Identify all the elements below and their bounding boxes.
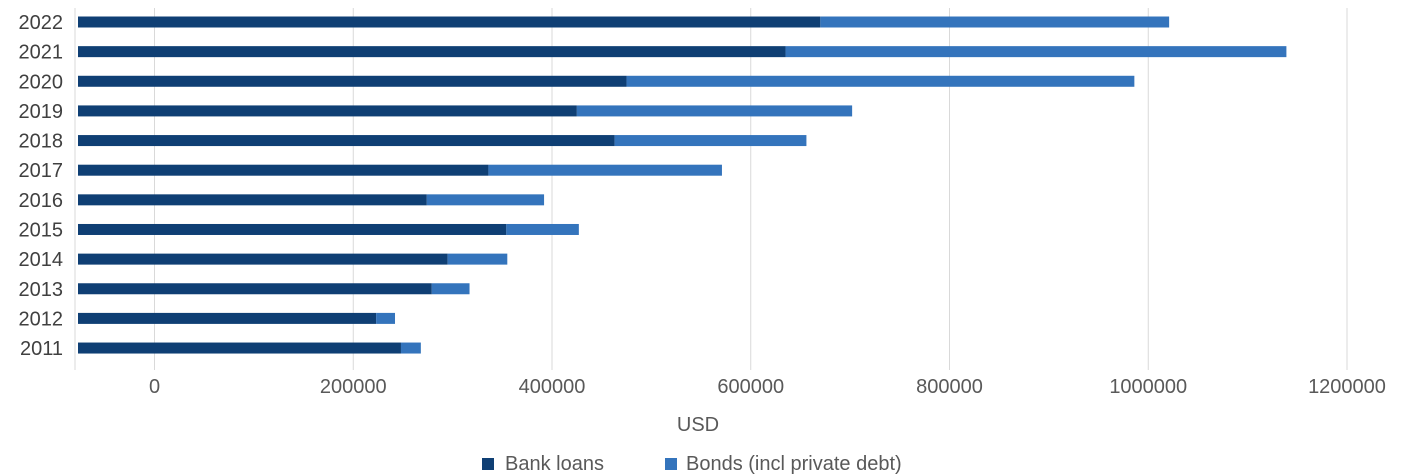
gridlines <box>74 8 1348 370</box>
bar-bonds-2013 <box>431 283 470 295</box>
x-tick-label: 1000000 <box>1109 376 1187 398</box>
bar-bank-loans-2016 <box>78 194 427 206</box>
bar-bank-loans-2012 <box>78 312 377 324</box>
category-label: 2022 <box>19 12 64 34</box>
category-label: 2012 <box>19 308 64 330</box>
x-tick-label: 400000 <box>519 376 586 398</box>
bar-bonds-2015 <box>506 223 579 235</box>
legend-swatch-bonds <box>665 458 677 470</box>
x-tick-label: 1200000 <box>1308 376 1386 398</box>
bar-bonds-2014 <box>447 253 508 265</box>
bar-bank-loans-2011 <box>78 342 401 354</box>
category-label: 2019 <box>19 101 64 123</box>
bar-bonds-2019 <box>576 105 853 117</box>
bar-bank-loans-2021 <box>78 46 786 58</box>
bar-bank-loans-2013 <box>78 283 432 295</box>
bar-bank-loans-2017 <box>78 164 489 176</box>
x-tick-label: 600000 <box>717 376 784 398</box>
bar-bonds-2016 <box>426 194 545 206</box>
bar-bank-loans-2014 <box>78 253 448 265</box>
legend-swatch-bank-loans <box>482 458 494 470</box>
bar-bank-loans-2020 <box>78 75 627 87</box>
category-label: 2016 <box>19 190 64 212</box>
bar-bonds-2022 <box>820 16 1170 28</box>
x-tick-label: 0 <box>149 376 160 398</box>
category-label: 2014 <box>19 249 64 271</box>
bar-bonds-2011 <box>400 342 421 354</box>
bar-bank-loans-2019 <box>78 105 577 117</box>
bars <box>78 16 1287 354</box>
category-label: 2021 <box>19 42 64 64</box>
legend: Bank loans Bonds (incl private debt) <box>482 453 902 475</box>
bar-bonds-2017 <box>488 164 722 176</box>
legend-label-bonds: Bonds (incl private debt) <box>686 453 902 475</box>
bar-bank-loans-2018 <box>78 135 615 147</box>
bar-bonds-2012 <box>376 312 396 324</box>
category-label: 2018 <box>19 131 64 153</box>
bar-bank-loans-2015 <box>78 223 507 235</box>
x-tick-label: 200000 <box>320 376 387 398</box>
x-tick-label: 800000 <box>916 376 983 398</box>
category-label: 2015 <box>19 219 64 241</box>
bar-bonds-2021 <box>785 46 1287 58</box>
bar-bank-loans-2022 <box>78 16 821 28</box>
category-label: 2020 <box>19 71 64 93</box>
x-axis-title: USD <box>677 414 719 436</box>
bar-bonds-2018 <box>614 135 807 147</box>
category-label: 2013 <box>19 279 64 301</box>
category-label: 2011 <box>20 338 63 360</box>
legend-label-bank-loans: Bank loans <box>505 453 604 475</box>
category-label: 2017 <box>19 160 64 182</box>
x-tick-labels: 0 200000 400000 600000 800000 1000000 1200000 <box>149 376 1386 398</box>
category-labels: 2022 2021 2020 2019 2018 2017 2016 2015 2014 2013… <box>19 12 64 360</box>
bar-bonds-2020 <box>626 75 1135 87</box>
